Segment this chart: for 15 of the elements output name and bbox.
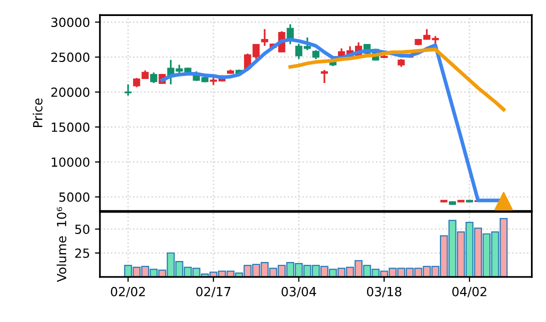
x-tick-label: 03/18: [366, 286, 402, 298]
y-tick-label: 30000: [51, 18, 90, 28]
y-axis-title: Price: [32, 98, 42, 128]
y-tick-label: 25000: [51, 52, 90, 62]
y-axis-title: Volume 10⁶: [56, 207, 66, 282]
x-tick-label: 04/02: [452, 286, 486, 298]
x-tick-label: 02/02: [110, 286, 145, 298]
x-tick-label: 03/04: [282, 286, 316, 298]
y-tick-label: 25: [75, 248, 90, 258]
y-tick-label: 15000: [52, 122, 90, 132]
y-tick-label: 10000: [52, 157, 90, 167]
y-tick-label: 50: [75, 224, 90, 234]
x-tick-label: 02/17: [196, 286, 230, 298]
y-tick-label: 5000: [59, 192, 90, 202]
y-tick-label: 20000: [51, 88, 90, 97]
